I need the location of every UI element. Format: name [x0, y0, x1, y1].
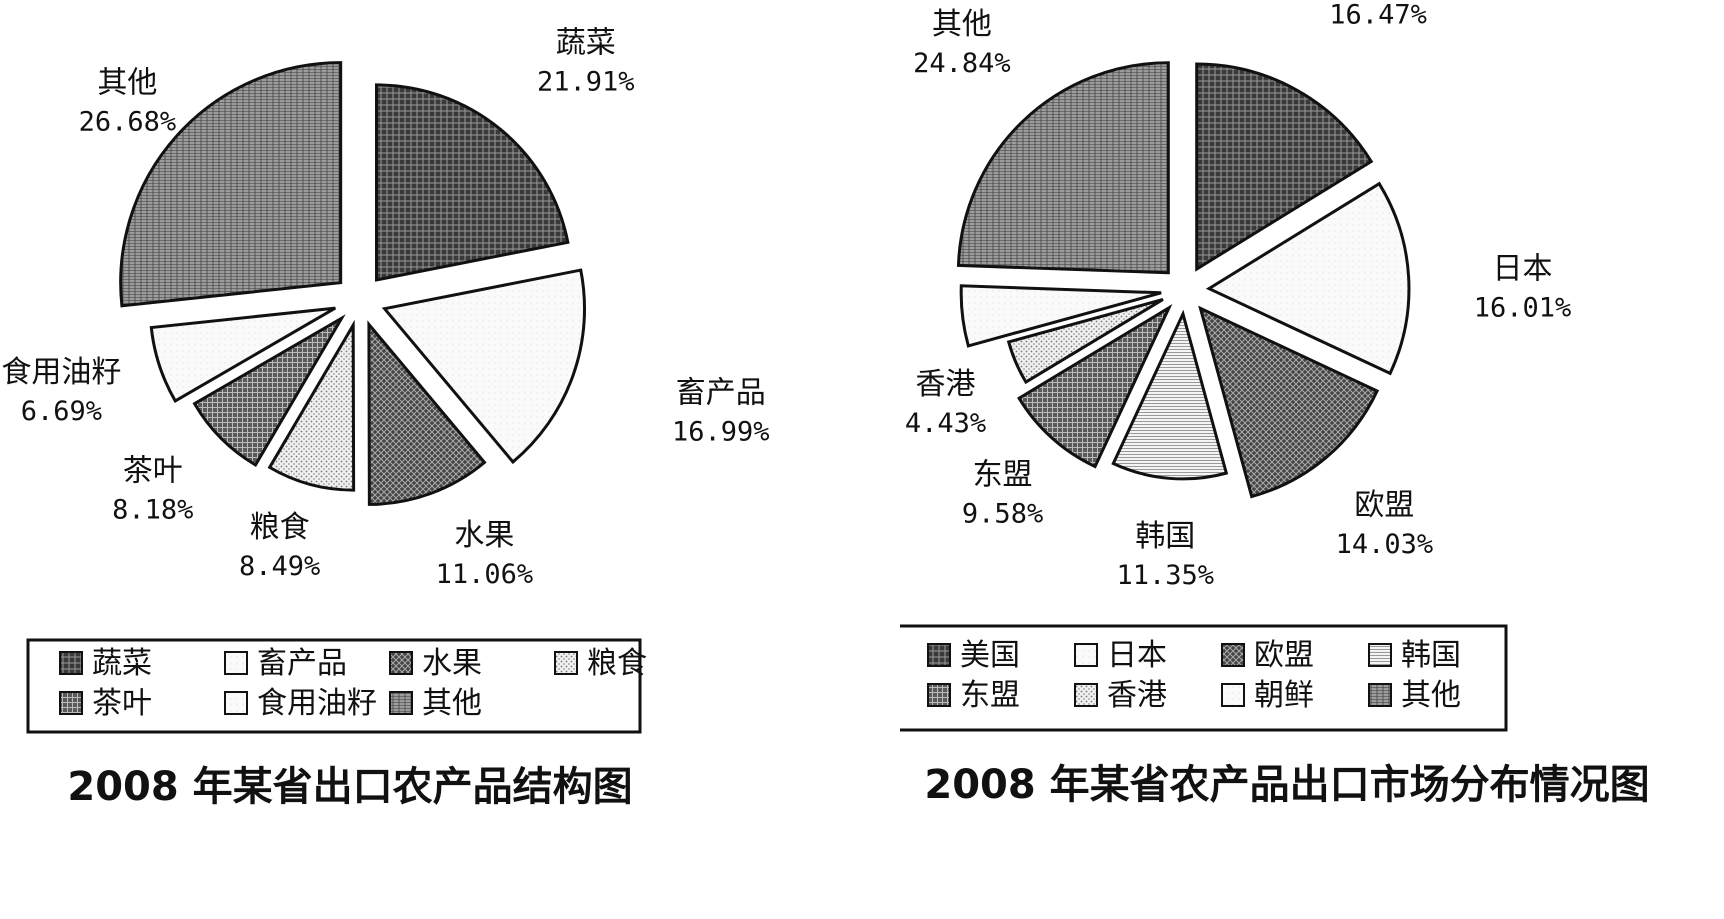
- legend-swatch: [59, 651, 83, 675]
- slice-label-value: 21.91%: [537, 66, 635, 97]
- legend-label: 朝鲜: [1254, 678, 1314, 713]
- legend-label: 茶叶: [92, 686, 152, 721]
- legend-swatch: [1221, 643, 1245, 667]
- pie-slice-3: [1198, 305, 1380, 499]
- chart-export-structure: 蔬菜 21.91% 畜产品 16.99% 水果 11.06% 粮食 8.49% 茶叶 8.18% 食…: [0, 0, 860, 915]
- pie-slice-7: [119, 61, 343, 308]
- pie-slice-6: [1006, 298, 1164, 385]
- legend-swatch: [554, 651, 578, 675]
- legend-swatch: [224, 691, 248, 715]
- legend-swatch: [389, 651, 413, 675]
- legend-swatch: [224, 651, 248, 675]
- legend-label: 欧盟: [1254, 638, 1314, 673]
- legend-label: 日本: [1107, 638, 1167, 673]
- slice-label-value: 11.35%: [1116, 560, 1214, 591]
- legend-label: 东盟: [960, 678, 1020, 713]
- pie-labels: 蔬菜 21.91% 畜产品 16.99% 水果 11.06% 粮食 8.49% 茶叶 8.18% 食…: [1, 25, 769, 590]
- slice-label-value: 6.69%: [21, 396, 102, 427]
- legend-swatch: [389, 691, 413, 715]
- pie-slices: [956, 61, 1411, 499]
- legend-box: [26, 638, 642, 734]
- legend-label: 美国: [960, 638, 1020, 673]
- legend-label: 蔬菜: [92, 646, 152, 681]
- slice-label-name: 其他: [932, 7, 992, 42]
- pie-slice-8: [956, 61, 1170, 275]
- legend-swatch: [1368, 683, 1392, 707]
- pie-slice-4: [267, 319, 356, 492]
- slice-label-name: 粮食: [250, 510, 310, 545]
- legend-label: 香港: [1107, 678, 1167, 713]
- legend-swatch: [927, 643, 951, 667]
- slice-label-value: 14.03%: [1336, 529, 1434, 560]
- pie-slice-5: [1017, 304, 1173, 469]
- pie-slice-5: [192, 314, 346, 467]
- slice-label-name: 韩国: [1135, 519, 1195, 554]
- slice-label-value: 8.18%: [112, 494, 193, 525]
- pie-slice-2: [1205, 181, 1411, 376]
- pie-chart-export-markets: 美国 16.47% 日本 16.01% 欧盟 14.03% 韩国 11.35% 东盟 9.58% 香…: [818, 0, 1649, 808]
- pie-slice-7: [959, 284, 1162, 348]
- pie-slice-1: [1195, 62, 1374, 272]
- chart-title: 2008 年某省农产品出口市场分布情况图: [924, 762, 1649, 808]
- slice-label-value: 16.01%: [1474, 293, 1572, 324]
- slice-label-value: 16.47%: [1329, 0, 1427, 31]
- slice-label-name: 水果: [454, 518, 514, 553]
- pie-slices: [119, 61, 586, 506]
- pie-slice-2: [381, 268, 586, 465]
- chart-export-markets: 美国 16.47% 日本 16.01% 欧盟 14.03% 韩国 11.35% 东盟 9.58% 香…: [818, 0, 1724, 915]
- legend-label: 粮食: [587, 646, 647, 681]
- legend-label: 韩国: [1401, 638, 1461, 673]
- slice-label-name: 畜产品: [676, 376, 766, 411]
- legend-swatch: [1368, 643, 1392, 667]
- legend-swatch: [1074, 683, 1098, 707]
- slice-label-value: 26.68%: [79, 107, 177, 138]
- slice-label-value: 8.49%: [239, 551, 320, 582]
- legend-swatch: [927, 683, 951, 707]
- chart-title: 2008 年某省出口农产品结构图: [67, 764, 632, 810]
- slice-label-name: 欧盟: [1354, 488, 1414, 523]
- slice-label-name: 蔬菜: [556, 25, 616, 60]
- slice-label-name: 东盟: [973, 458, 1033, 493]
- legend-label: 其他: [1401, 678, 1461, 713]
- legend-label: 水果: [422, 646, 482, 681]
- legend-swatch: [59, 691, 83, 715]
- pie-chart-export-structure: 蔬菜 21.91% 畜产品 16.99% 水果 11.06% 粮食 8.49% 茶叶 8.18% 食…: [1, 25, 769, 810]
- slice-label-value: 24.84%: [913, 48, 1011, 79]
- pie-slice-6: [149, 306, 337, 403]
- pie-slice-1: [375, 83, 570, 282]
- slice-label-value: 16.99%: [672, 417, 770, 448]
- legend-label: 其他: [422, 686, 482, 721]
- legend-label: 畜产品: [257, 646, 347, 681]
- slice-label-name: 茶叶: [123, 453, 183, 488]
- legend-swatch: [1074, 643, 1098, 667]
- slice-label-value: 9.58%: [962, 499, 1043, 530]
- slice-label-name: 香港: [915, 367, 975, 402]
- slice-label-value: 4.43%: [905, 408, 986, 439]
- slice-label-value: 11.06%: [436, 559, 534, 590]
- legend-swatch: [1221, 683, 1245, 707]
- slice-label-name: 其他: [97, 66, 157, 101]
- pie-slice-4: [1111, 309, 1229, 481]
- pie-slice-3: [367, 320, 487, 506]
- legend-label: 食用油籽: [257, 686, 377, 721]
- slice-label-name: 日本: [1493, 252, 1553, 287]
- slice-label-name: 食用油籽: [1, 355, 121, 390]
